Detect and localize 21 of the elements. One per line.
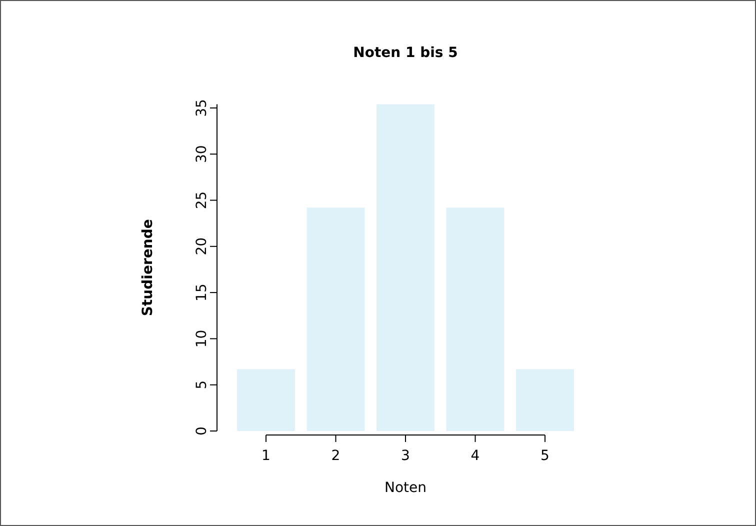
bar: [306, 208, 365, 431]
y-tick-label: 15: [194, 284, 210, 302]
y-tick-label: 10: [194, 330, 210, 348]
x-tick-label: 3: [401, 448, 410, 464]
bar: [237, 369, 295, 431]
x-tick-label: 4: [470, 448, 480, 464]
bar: [376, 104, 434, 431]
y-axis-title: Studierende: [140, 219, 156, 316]
y-tick-label: 25: [194, 191, 210, 210]
chart-title: Noten 1 bis 5: [353, 45, 458, 61]
y-tick-label: 30: [194, 145, 210, 164]
bar: [516, 369, 574, 431]
y-tick-label: 5: [194, 380, 210, 390]
y-tick-label: 35: [194, 99, 210, 117]
y-tick-label: 0: [194, 426, 210, 436]
x-tick-label: 2: [331, 448, 340, 464]
bar: [446, 208, 504, 431]
x-axis-title: Noten: [384, 480, 427, 496]
x-tick-label: 1: [262, 448, 270, 464]
x-tick-label: 5: [540, 448, 550, 464]
y-tick-label: 20: [194, 237, 210, 256]
